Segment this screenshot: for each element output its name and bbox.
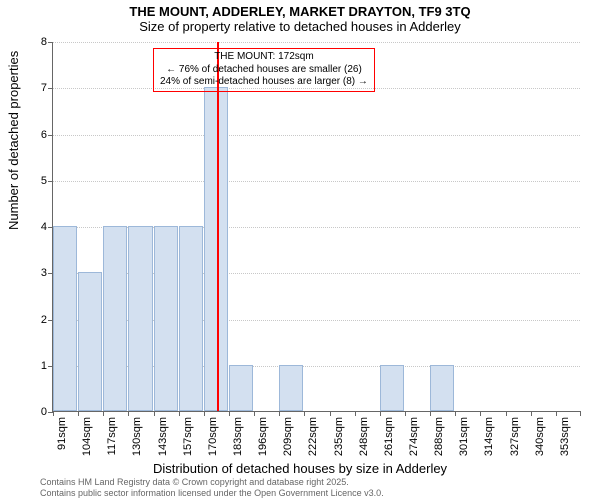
x-tick-label: 248sqm xyxy=(358,417,370,456)
y-tick-label: 0 xyxy=(41,406,47,418)
gridline xyxy=(53,42,580,43)
x-tick-label: 261sqm xyxy=(383,417,395,456)
x-tick-label: 353sqm xyxy=(559,417,571,456)
y-axis-label: Number of detached properties xyxy=(6,51,21,230)
histogram-bar xyxy=(53,226,77,411)
callout-larger: 24% of semi-detached houses are larger (… xyxy=(160,76,368,89)
chart-container: THE MOUNT, ADDERLEY, MARKET DRAYTON, TF9… xyxy=(0,0,600,500)
x-tick-label: 91sqm xyxy=(56,417,68,450)
x-tick-label: 117sqm xyxy=(106,417,118,455)
x-tick-mark xyxy=(279,411,280,416)
chart-title-block: THE MOUNT, ADDERLEY, MARKET DRAYTON, TF9… xyxy=(0,4,600,34)
x-tick-label: 288sqm xyxy=(433,417,445,456)
histogram-bar xyxy=(279,365,303,411)
y-tick-mark xyxy=(48,135,53,136)
chart-footer: Contains HM Land Registry data © Crown c… xyxy=(40,477,384,498)
x-tick-mark xyxy=(455,411,456,416)
histogram-bar xyxy=(103,226,127,411)
x-tick-mark xyxy=(380,411,381,416)
x-tick-label: 104sqm xyxy=(81,417,93,456)
x-tick-label: 340sqm xyxy=(534,417,546,456)
histogram-bar xyxy=(154,226,178,411)
x-tick-mark xyxy=(405,411,406,416)
callout-smaller: ← 76% of detached houses are smaller (26… xyxy=(160,64,368,77)
y-tick-label: 5 xyxy=(41,175,47,187)
histogram-bar xyxy=(430,365,454,411)
y-tick-mark xyxy=(48,88,53,89)
x-tick-label: 157sqm xyxy=(182,417,194,456)
chart-title: THE MOUNT, ADDERLEY, MARKET DRAYTON, TF9… xyxy=(0,4,600,19)
x-tick-mark xyxy=(204,411,205,416)
x-tick-mark xyxy=(128,411,129,416)
histogram-bar xyxy=(179,226,203,411)
plot-area: 01234567891sqm104sqm117sqm130sqm143sqm15… xyxy=(52,42,580,412)
chart-subtitle: Size of property relative to detached ho… xyxy=(0,19,600,34)
x-tick-label: 209sqm xyxy=(282,417,294,456)
y-tick-mark xyxy=(48,181,53,182)
x-tick-mark xyxy=(78,411,79,416)
histogram-bar xyxy=(128,226,152,411)
y-tick-label: 3 xyxy=(41,267,47,279)
x-tick-label: 235sqm xyxy=(333,417,345,456)
y-tick-label: 4 xyxy=(41,221,47,233)
callout-title: THE MOUNT: 172sqm xyxy=(160,51,368,64)
y-tick-label: 6 xyxy=(41,129,47,141)
x-tick-label: 274sqm xyxy=(408,417,420,456)
x-tick-mark xyxy=(556,411,557,416)
x-tick-label: 222sqm xyxy=(307,417,319,456)
x-tick-mark xyxy=(580,411,581,416)
x-tick-label: 301sqm xyxy=(458,417,470,456)
x-tick-mark xyxy=(330,411,331,416)
y-tick-label: 1 xyxy=(41,360,47,372)
subject-marker-line xyxy=(217,42,219,411)
footer-line2: Contains public sector information licen… xyxy=(40,488,384,498)
y-tick-mark xyxy=(48,42,53,43)
x-tick-mark xyxy=(430,411,431,416)
y-tick-label: 7 xyxy=(41,82,47,94)
x-tick-mark xyxy=(480,411,481,416)
gridline xyxy=(53,181,580,182)
x-tick-label: 183sqm xyxy=(232,417,244,456)
subject-callout: THE MOUNT: 172sqm← 76% of detached house… xyxy=(153,48,375,92)
x-tick-mark xyxy=(304,411,305,416)
gridline xyxy=(53,135,580,136)
x-tick-mark xyxy=(179,411,180,416)
x-tick-label: 327sqm xyxy=(509,417,521,456)
x-tick-mark xyxy=(506,411,507,416)
y-tick-label: 2 xyxy=(41,314,47,326)
x-tick-mark xyxy=(229,411,230,416)
x-tick-label: 143sqm xyxy=(157,417,169,456)
x-tick-label: 130sqm xyxy=(131,417,143,456)
x-axis-label: Distribution of detached houses by size … xyxy=(0,461,600,476)
histogram-bar xyxy=(229,365,253,411)
x-tick-mark xyxy=(355,411,356,416)
y-tick-label: 8 xyxy=(41,36,47,48)
footer-line1: Contains HM Land Registry data © Crown c… xyxy=(40,477,384,487)
x-tick-mark xyxy=(154,411,155,416)
x-tick-label: 314sqm xyxy=(483,417,495,456)
x-tick-mark xyxy=(53,411,54,416)
x-tick-mark xyxy=(103,411,104,416)
x-tick-label: 196sqm xyxy=(257,417,269,456)
histogram-bar xyxy=(380,365,404,411)
x-tick-mark xyxy=(254,411,255,416)
x-tick-label: 170sqm xyxy=(207,417,219,456)
x-tick-mark xyxy=(531,411,532,416)
histogram-bar xyxy=(78,272,102,411)
